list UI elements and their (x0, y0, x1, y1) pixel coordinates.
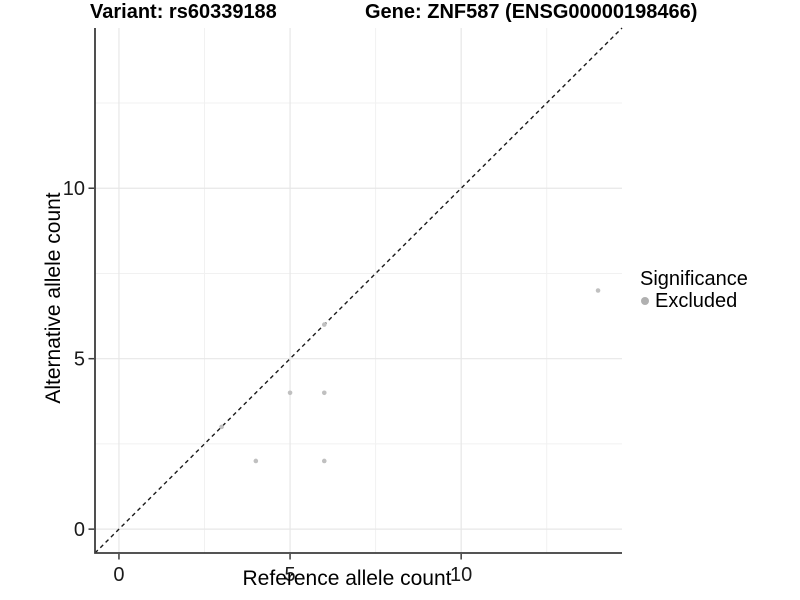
data-point (321, 322, 327, 327)
x-tick-label: 5 (284, 564, 295, 586)
x-axis-title: Reference allele count (242, 567, 452, 590)
excluded-circle-marker-icon (641, 297, 649, 305)
y-tick-label: 0 (74, 519, 85, 541)
data-point (321, 458, 327, 464)
data-point (219, 424, 224, 430)
data-point (253, 458, 259, 464)
x-tick-label: 10 (450, 564, 472, 586)
data-point (321, 390, 327, 396)
y-tick-label: 5 (74, 349, 85, 371)
identity-dashed-line (94, 27, 623, 554)
legend: Significance Excluded (640, 268, 748, 312)
legend-item-label: Excluded (655, 290, 738, 312)
legend-title: Significance (640, 268, 748, 290)
y-axis-title: Alternative allele count (42, 192, 65, 404)
axis-lines (94, 28, 622, 554)
plot-title-gene: Gene: ZNF587 (ENSG00000198466) (365, 1, 698, 23)
data-point (287, 390, 293, 396)
plot-title-variant: Variant: rs60339188 (90, 1, 277, 23)
y-tick-label: 10 (63, 178, 85, 200)
x-tick-label: 0 (113, 564, 124, 586)
legend-item-excluded: Excluded (640, 290, 748, 312)
data-point (595, 288, 601, 293)
